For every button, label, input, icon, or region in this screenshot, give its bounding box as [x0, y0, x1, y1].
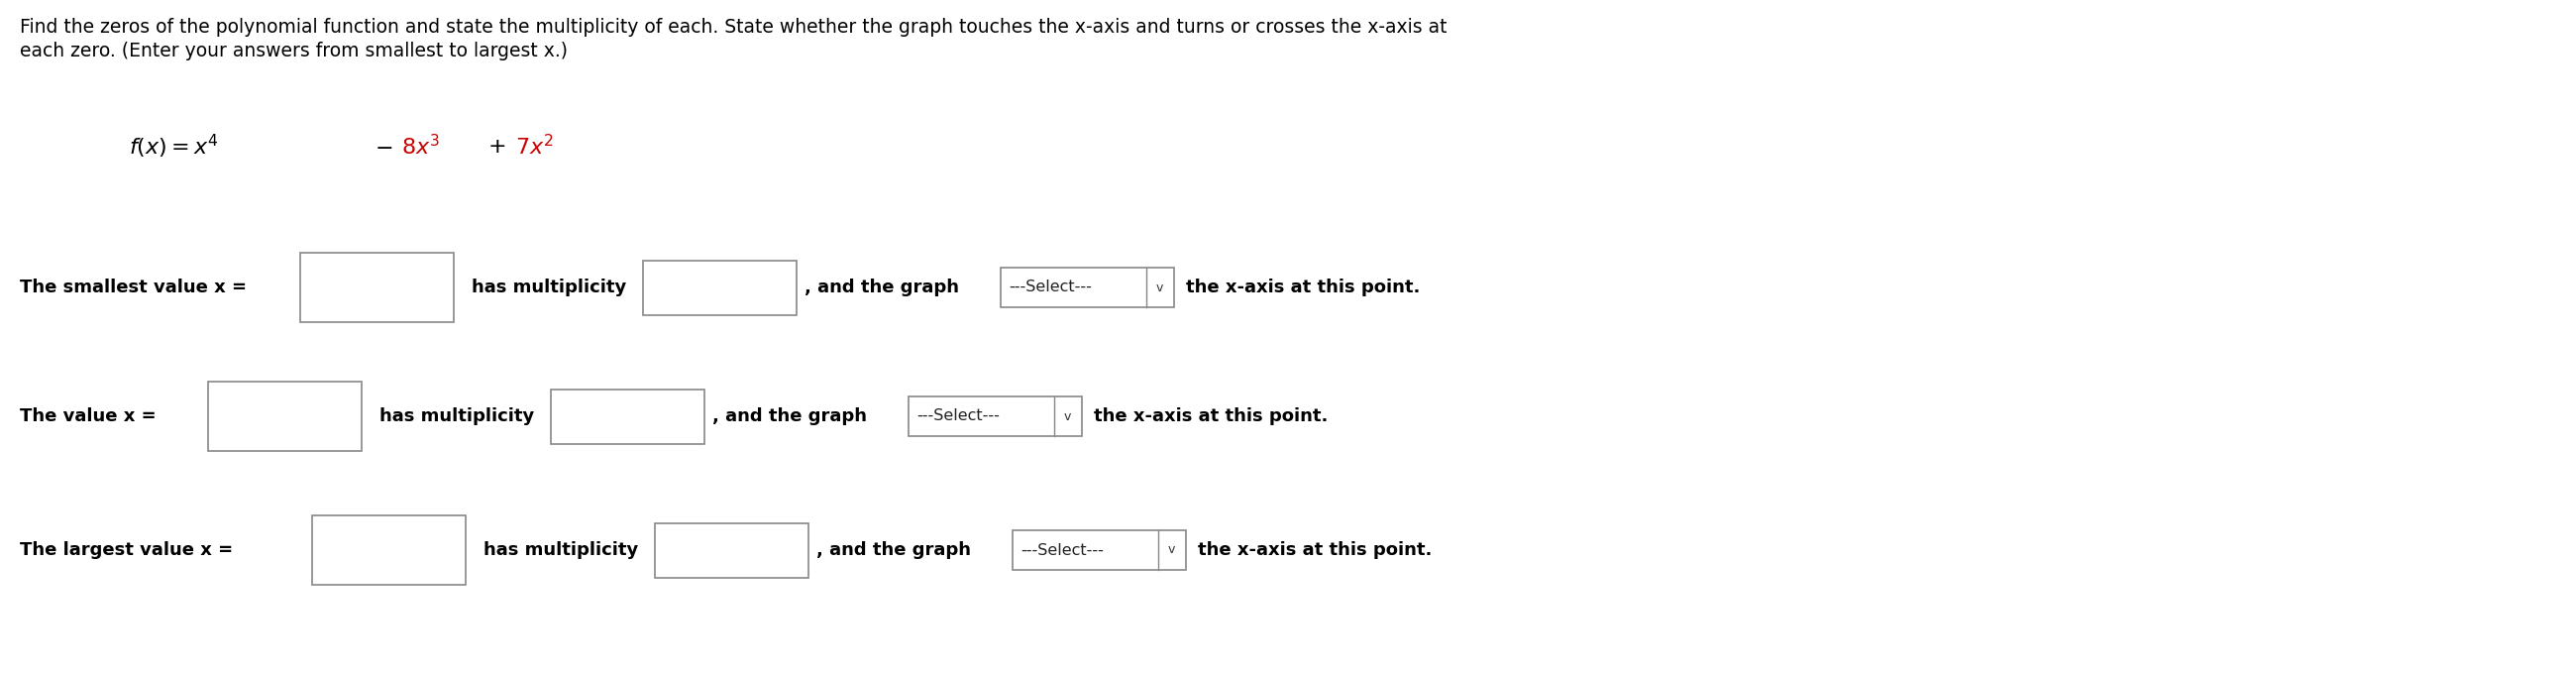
Text: $-$: $-$	[374, 137, 392, 156]
Text: has multiplicity: has multiplicity	[484, 541, 639, 559]
FancyBboxPatch shape	[551, 389, 703, 443]
Text: has multiplicity: has multiplicity	[471, 278, 626, 297]
Text: ---Select---: ---Select---	[1020, 543, 1103, 557]
FancyBboxPatch shape	[1012, 530, 1185, 570]
Text: ---Select---: ---Select---	[917, 409, 999, 424]
Text: $\mathit{f}\mathit{(x)} = \mathit{x}^{4}$: $\mathit{f}\mathit{(x)} = \mathit{x}^{4}…	[129, 133, 219, 160]
Text: Find the zeros of the polynomial function and state the multiplicity of each. St: Find the zeros of the polynomial functio…	[21, 18, 1448, 36]
Text: $\mathit{7x}^{2}$: $\mathit{7x}^{2}$	[515, 134, 554, 159]
Text: $\mathit{8x}^{3}$: $\mathit{8x}^{3}$	[402, 134, 440, 159]
FancyBboxPatch shape	[644, 260, 796, 315]
Text: , and the graph: , and the graph	[804, 278, 958, 297]
Text: , and the graph: , and the graph	[714, 407, 868, 425]
Text: ---Select---: ---Select---	[1010, 280, 1092, 295]
FancyBboxPatch shape	[209, 381, 361, 451]
Text: , and the graph: , and the graph	[817, 541, 971, 559]
Text: The value x =: The value x =	[21, 407, 157, 425]
Text: has multiplicity: has multiplicity	[379, 407, 533, 425]
Text: the x-axis at this point.: the x-axis at this point.	[1095, 407, 1329, 425]
FancyBboxPatch shape	[909, 396, 1082, 436]
Text: the x-axis at this point.: the x-axis at this point.	[1185, 278, 1419, 297]
Text: The largest value x =: The largest value x =	[21, 541, 232, 559]
FancyBboxPatch shape	[654, 523, 809, 578]
FancyBboxPatch shape	[999, 268, 1175, 307]
FancyBboxPatch shape	[301, 253, 453, 322]
Text: The smallest value x =: The smallest value x =	[21, 278, 247, 297]
Text: v: v	[1064, 410, 1072, 423]
Text: the x-axis at this point.: the x-axis at this point.	[1198, 541, 1432, 559]
FancyBboxPatch shape	[312, 516, 466, 585]
Text: v: v	[1157, 281, 1164, 294]
Text: v: v	[1167, 544, 1175, 557]
Text: $+$: $+$	[487, 137, 505, 156]
Text: each zero. (Enter your answers from smallest to largest x.): each zero. (Enter your answers from smal…	[21, 42, 567, 61]
